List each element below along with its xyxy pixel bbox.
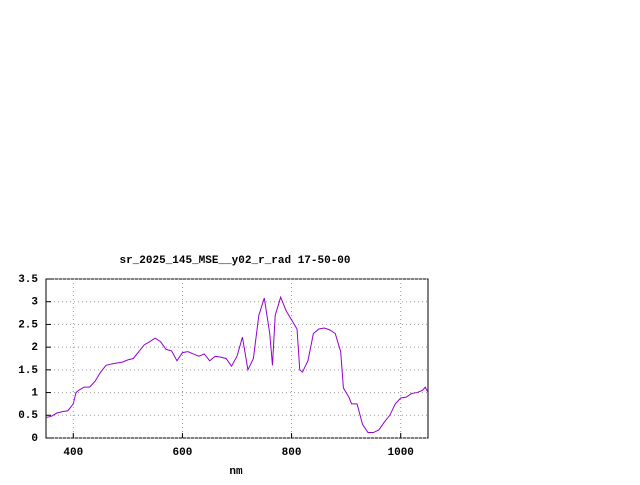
y-tick-label: 2 — [31, 342, 38, 354]
y-tick-label: 0.5 — [18, 410, 38, 422]
y-tick-label: 3 — [31, 297, 38, 309]
x-tick-label: 800 — [282, 447, 302, 459]
y-tick-label: 2.5 — [18, 319, 38, 331]
y-tick-label: 1 — [31, 387, 38, 399]
y-tick-label: 3.5 — [18, 274, 38, 286]
x-tick-label: 600 — [173, 447, 193, 459]
chart-title: sr_2025_145_MSE__y02_r_rad 17-50-00 — [119, 255, 350, 267]
x-tick-label: 400 — [63, 447, 83, 459]
y-tick-label: 0 — [31, 433, 38, 445]
data-line — [45, 295, 429, 434]
y-tick-label: 1.5 — [18, 365, 38, 377]
x-tick-label: 1000 — [388, 447, 414, 459]
x-axis-label: nm — [229, 466, 243, 478]
plot-border — [45, 278, 429, 439]
